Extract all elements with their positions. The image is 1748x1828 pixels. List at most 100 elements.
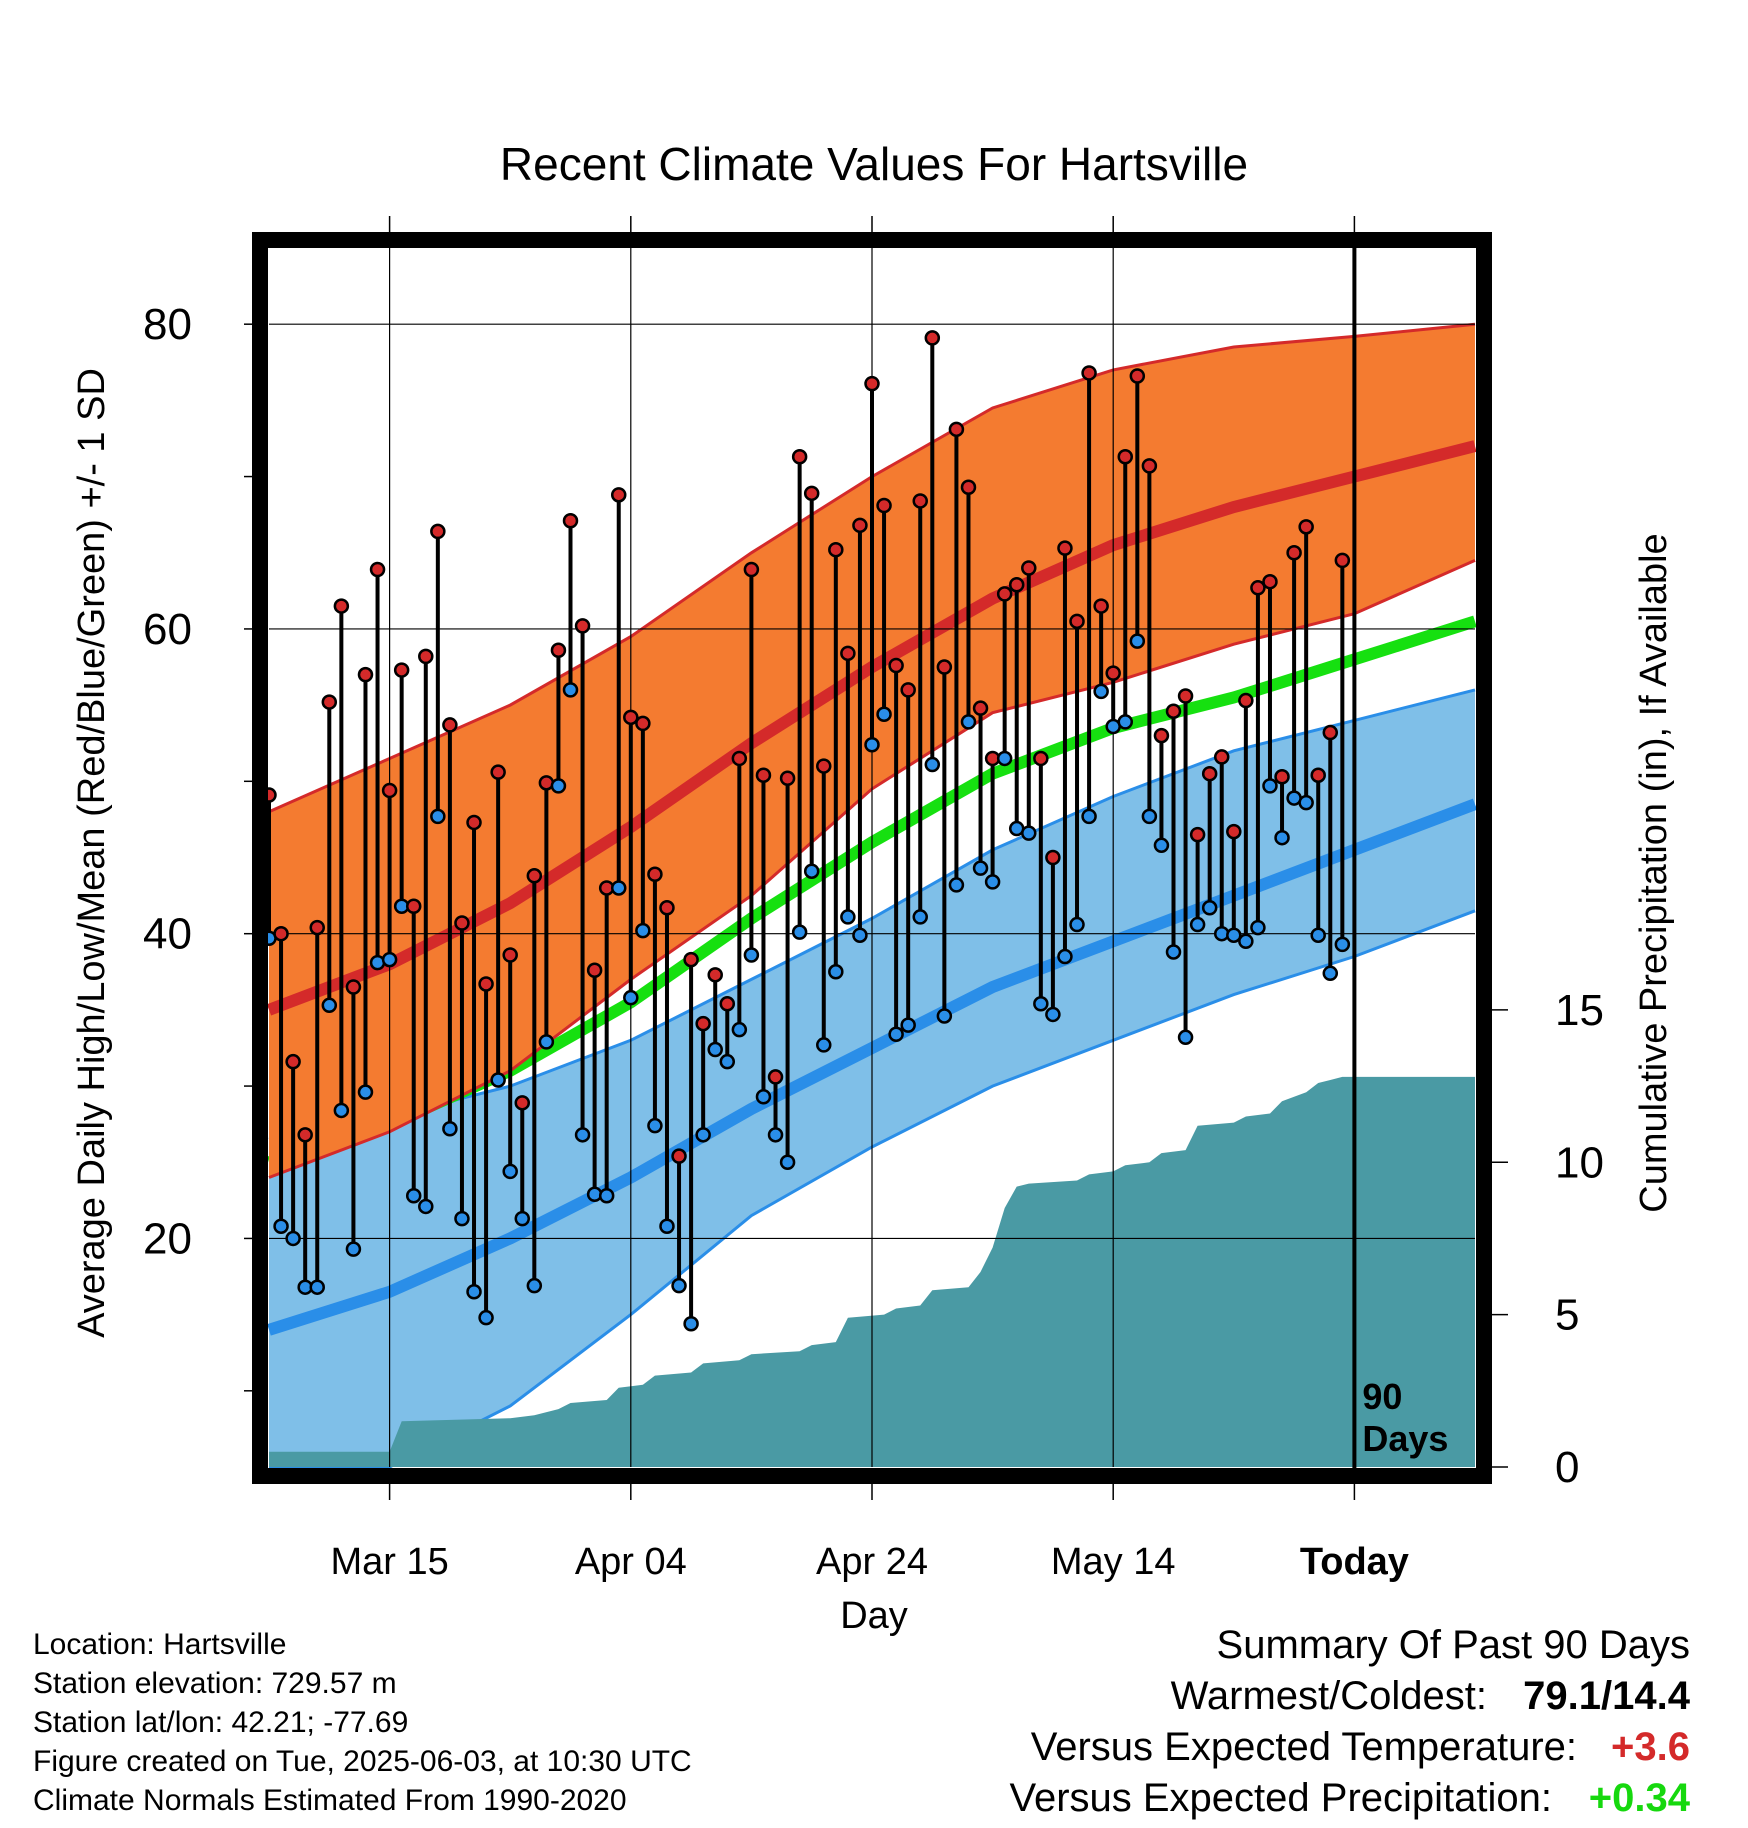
- daily-high-point: [1045, 849, 1061, 866]
- daily-high-point: [1310, 767, 1326, 783]
- daily-high-point: [285, 1053, 301, 1070]
- daily-low-point: [695, 1127, 711, 1143]
- daily-high-point: [623, 709, 639, 726]
- daily-low-point: [924, 756, 941, 773]
- daily-high-point: [1286, 545, 1302, 561]
- daily-low-point: [731, 1021, 748, 1038]
- daily-low-point: [574, 1127, 591, 1143]
- y-tick-label-right: 5: [1555, 1291, 1579, 1340]
- daily-high-point: [924, 330, 941, 346]
- daily-low-point: [743, 947, 760, 963]
- daily-low-point: [671, 1277, 687, 1294]
- daily-high-point: [948, 421, 965, 438]
- daily-low-point: [1129, 633, 1146, 649]
- daily-high-point: [430, 523, 446, 540]
- y-tick-label-left: 60: [143, 605, 192, 654]
- daily-low-point: [1262, 778, 1278, 794]
- summary-temp-row: Versus Expected Temperature: +3.6: [1009, 1722, 1690, 1773]
- daily-low-point: [816, 1037, 832, 1053]
- daily-high-point: [743, 561, 760, 578]
- daily-high-point: [345, 979, 362, 995]
- daily-low-point: [936, 1008, 953, 1024]
- daily-high-point: [1226, 823, 1242, 840]
- daily-low-point: [357, 1084, 374, 1100]
- daily-low-point: [430, 808, 446, 825]
- daily-high-point: [526, 868, 543, 884]
- daily-high-point: [610, 487, 627, 503]
- daily-high-point: [1334, 552, 1351, 569]
- daily-low-point: [514, 1210, 531, 1227]
- daily-low-point: [1238, 933, 1254, 950]
- daily-low-point: [598, 1188, 615, 1204]
- daily-low-point: [1201, 900, 1218, 916]
- daily-high-point: [1141, 458, 1158, 474]
- daily-low-point: [1250, 919, 1266, 936]
- today-days-label-number: 90: [1362, 1376, 1402, 1417]
- y-tick-label-right: 0: [1555, 1443, 1579, 1492]
- daily-high-point: [1033, 750, 1049, 767]
- daily-low-point: [707, 1041, 723, 1058]
- daily-high-point: [1057, 540, 1073, 556]
- y-tick-label-right: 15: [1555, 986, 1604, 1035]
- daily-high-point: [840, 645, 856, 662]
- daily-low-point: [1153, 837, 1170, 854]
- daily-low-point: [1334, 936, 1351, 953]
- daily-high-point: [671, 1148, 687, 1164]
- daily-high-point: [695, 1015, 711, 1032]
- daily-high-point: [562, 513, 579, 529]
- daily-high-point: [418, 648, 434, 665]
- daily-low-point: [779, 1154, 796, 1170]
- figure-created: Figure created on Tue, 2025-06-03, at 10…: [33, 1745, 692, 1778]
- daily-high-point: [1177, 688, 1194, 704]
- daily-low-point: [333, 1102, 350, 1119]
- station-elevation: Station elevation: 729.57 m: [33, 1667, 397, 1700]
- daily-low-point: [1298, 794, 1314, 811]
- y-tick-label-left: 80: [143, 300, 192, 349]
- daily-low-point: [454, 1210, 470, 1227]
- x-tick-label: Apr 24: [816, 1541, 928, 1583]
- daily-low-point: [1057, 948, 1073, 965]
- daily-low-point: [1165, 944, 1182, 960]
- daily-low-point: [1069, 916, 1085, 933]
- x-tick-label: May 14: [1051, 1541, 1176, 1583]
- y-tick-label-left: 40: [143, 910, 192, 959]
- daily-high-point: [297, 1127, 313, 1143]
- chart-title: Recent Climate Values For Hartsville: [500, 138, 1248, 190]
- daily-high-point: [478, 976, 494, 992]
- daily-low-point: [900, 1017, 916, 1033]
- daily-high-point: [490, 764, 506, 780]
- x-axis-label: Day: [840, 1595, 908, 1637]
- daily-low-point: [888, 1026, 904, 1043]
- daily-low-point: [864, 736, 880, 753]
- daily-low-point: [1117, 714, 1134, 730]
- daily-low-point: [345, 1241, 362, 1257]
- daily-high-point: [1165, 703, 1182, 719]
- daily-low-point: [321, 997, 338, 1014]
- daily-low-point: [996, 750, 1013, 767]
- daily-low-point: [1033, 996, 1049, 1012]
- daily-high-point: [876, 497, 892, 514]
- precip-anomaly-label: Versus Expected Precipitation:: [1009, 1776, 1552, 1820]
- daily-low-point: [840, 909, 856, 925]
- daily-low-point: [1093, 683, 1109, 700]
- daily-low-point: [1274, 829, 1290, 846]
- y-tick-label-left: 20: [143, 1214, 192, 1263]
- temp-anomaly-value: +3.6: [1611, 1725, 1690, 1769]
- daily-high-point: [767, 1069, 784, 1085]
- x-tick-label: Apr 04: [575, 1541, 687, 1583]
- daily-high-point: [1105, 665, 1121, 681]
- daily-low-point: [418, 1198, 434, 1215]
- daily-low-point: [755, 1088, 772, 1105]
- daily-high-point: [442, 717, 458, 733]
- warmest-coldest-label: Warmest/Coldest:: [1170, 1674, 1487, 1718]
- x-tick-label: Mar 15: [330, 1541, 448, 1583]
- daily-high-point: [454, 915, 470, 931]
- daily-high-point: [1274, 768, 1290, 785]
- daily-low-point: [948, 877, 965, 893]
- precipitation-area: [269, 1076, 1475, 1467]
- daily-low-point: [623, 989, 639, 1006]
- daily-low-point: [478, 1309, 494, 1326]
- daily-high-point: [852, 517, 868, 534]
- daily-high-point: [273, 925, 289, 942]
- daily-low-point: [635, 922, 651, 939]
